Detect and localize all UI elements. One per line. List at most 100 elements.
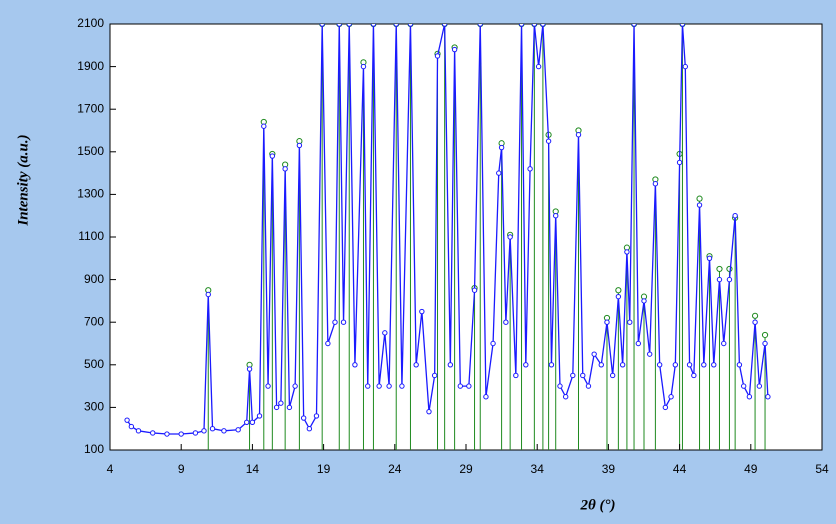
profile-point	[286, 404, 293, 411]
profile-point	[346, 24, 352, 27]
profile-point	[679, 24, 686, 27]
profile-point	[711, 362, 717, 368]
peak-marker	[615, 287, 622, 294]
x-tick-label: 44	[673, 462, 687, 476]
profile-point	[545, 138, 552, 144]
profile-point	[765, 394, 771, 400]
x-tick-label: 54	[815, 462, 829, 476]
profile-point	[619, 362, 626, 368]
profile-point	[209, 426, 216, 432]
profile-point	[393, 24, 399, 27]
profile-point	[426, 408, 432, 415]
profile-point	[716, 276, 723, 283]
profile-point	[269, 153, 276, 159]
y-tick-label: 700	[84, 314, 104, 328]
profile-point	[466, 383, 472, 389]
profile-point	[128, 423, 135, 430]
profile-point	[244, 419, 250, 426]
profile-point	[265, 383, 271, 389]
profile-point	[531, 24, 538, 27]
profile-point	[686, 362, 693, 368]
profile-point	[419, 308, 425, 315]
profile-point	[340, 319, 347, 325]
profile-point	[752, 319, 758, 325]
profile-point	[319, 24, 325, 27]
profile-point	[641, 298, 647, 304]
profile-point	[507, 234, 513, 240]
y-tick-label: 2100	[77, 16, 104, 30]
profile-point	[627, 319, 633, 325]
profile-point	[296, 142, 303, 149]
x-tick-label: 19	[317, 462, 331, 476]
profile-point	[523, 362, 529, 368]
profile-point	[615, 293, 622, 300]
profile-point	[273, 404, 280, 411]
profile-point	[631, 24, 637, 27]
profile-point	[591, 351, 597, 357]
profile-point	[336, 24, 342, 27]
profile-point	[447, 362, 454, 368]
y-tick-label: 1700	[77, 101, 104, 115]
profile-point	[306, 426, 313, 432]
profile-point	[282, 166, 288, 172]
profile-point	[278, 400, 284, 406]
x-tick-label: 9	[178, 462, 185, 476]
peak-marker	[761, 331, 769, 339]
profile-point	[635, 340, 642, 347]
x-tick-label: 24	[388, 462, 402, 476]
profile-point	[668, 394, 674, 400]
y-tick-label: 900	[84, 272, 104, 286]
plot	[124, 24, 771, 450]
y-tick-label: 1300	[77, 187, 104, 201]
profile-point	[471, 287, 478, 293]
profile-point	[732, 213, 738, 219]
profile-point	[652, 181, 659, 187]
profile-point	[235, 427, 241, 433]
profile-point	[609, 372, 616, 379]
plot-area	[109, 23, 823, 451]
profile-point	[441, 24, 448, 27]
x-axis-title: 2θ (°)	[579, 497, 615, 513]
profile-point	[192, 430, 199, 436]
x-tick-label: 29	[459, 462, 473, 476]
profile-point	[150, 430, 156, 436]
profile-point	[553, 213, 559, 219]
profile-point	[477, 24, 483, 27]
x-tick-label: 34	[531, 462, 545, 476]
profile-point	[386, 383, 392, 389]
profile-point	[535, 63, 542, 70]
profile-point	[407, 24, 414, 27]
profile-point	[246, 366, 253, 372]
y-tick-label: 500	[84, 357, 104, 371]
profile-point	[124, 417, 130, 423]
profile-point	[221, 428, 227, 434]
profile-point	[313, 413, 320, 419]
y-tick-label: 300	[84, 400, 104, 414]
profile-point	[585, 383, 592, 389]
profile-point	[135, 428, 142, 434]
x-tick-label: 4	[107, 462, 114, 476]
profile-point	[721, 340, 727, 347]
profile-point	[513, 372, 519, 379]
profile-point	[527, 166, 533, 172]
y-tick-label: 100	[84, 442, 104, 456]
profile-point	[540, 24, 546, 27]
profile-point	[726, 276, 733, 283]
profile-point	[604, 319, 610, 325]
profile-point	[376, 383, 382, 389]
peak-marker	[696, 195, 703, 202]
profile-point	[598, 362, 604, 368]
profile-point	[332, 319, 338, 325]
profile-point	[352, 362, 358, 368]
profile-point	[382, 330, 388, 336]
peak-marker	[751, 312, 759, 319]
profile-point	[736, 362, 743, 368]
profile-point	[696, 202, 703, 208]
profile-point	[365, 383, 371, 389]
profile-point	[580, 372, 586, 379]
profile-point	[676, 159, 683, 166]
profile-point	[691, 372, 697, 379]
profile-point	[292, 383, 298, 389]
